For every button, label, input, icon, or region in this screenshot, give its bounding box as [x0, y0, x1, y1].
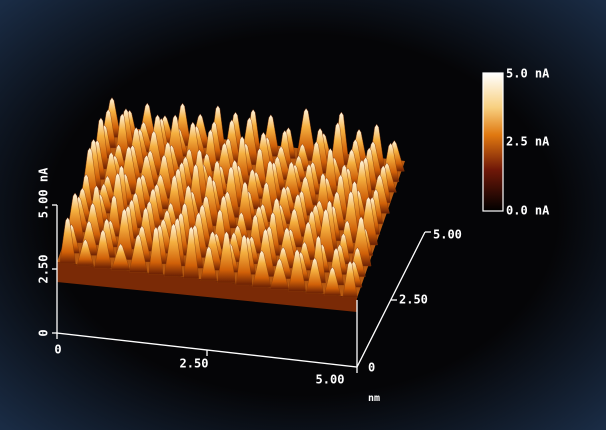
colorbar-label: 2.5 nA: [506, 135, 550, 149]
z-tick-label: 0: [37, 329, 51, 336]
y-tick-label: 2.50: [399, 293, 428, 307]
colorbar-label: 5.0 nA: [506, 67, 550, 81]
colorbar-label: 0.0 nA: [506, 204, 550, 218]
colorbar: [483, 73, 503, 211]
z-tick-label: 5.00 nA: [37, 167, 51, 218]
x-unit: nm: [368, 393, 380, 404]
y-tick-label: 5.00: [433, 228, 462, 242]
x-tick-label: 5.00: [316, 373, 345, 387]
z-tick-label: 2.50: [37, 255, 51, 284]
x-tick-label: 2.50: [180, 357, 209, 371]
x-tick-label: 0: [54, 343, 61, 357]
y-tick-label: 0: [368, 361, 375, 375]
stm-screen: 0 2.50 5.00 nA 0 2.50 5.00 nm 0 2.50 5.0…: [0, 0, 606, 430]
